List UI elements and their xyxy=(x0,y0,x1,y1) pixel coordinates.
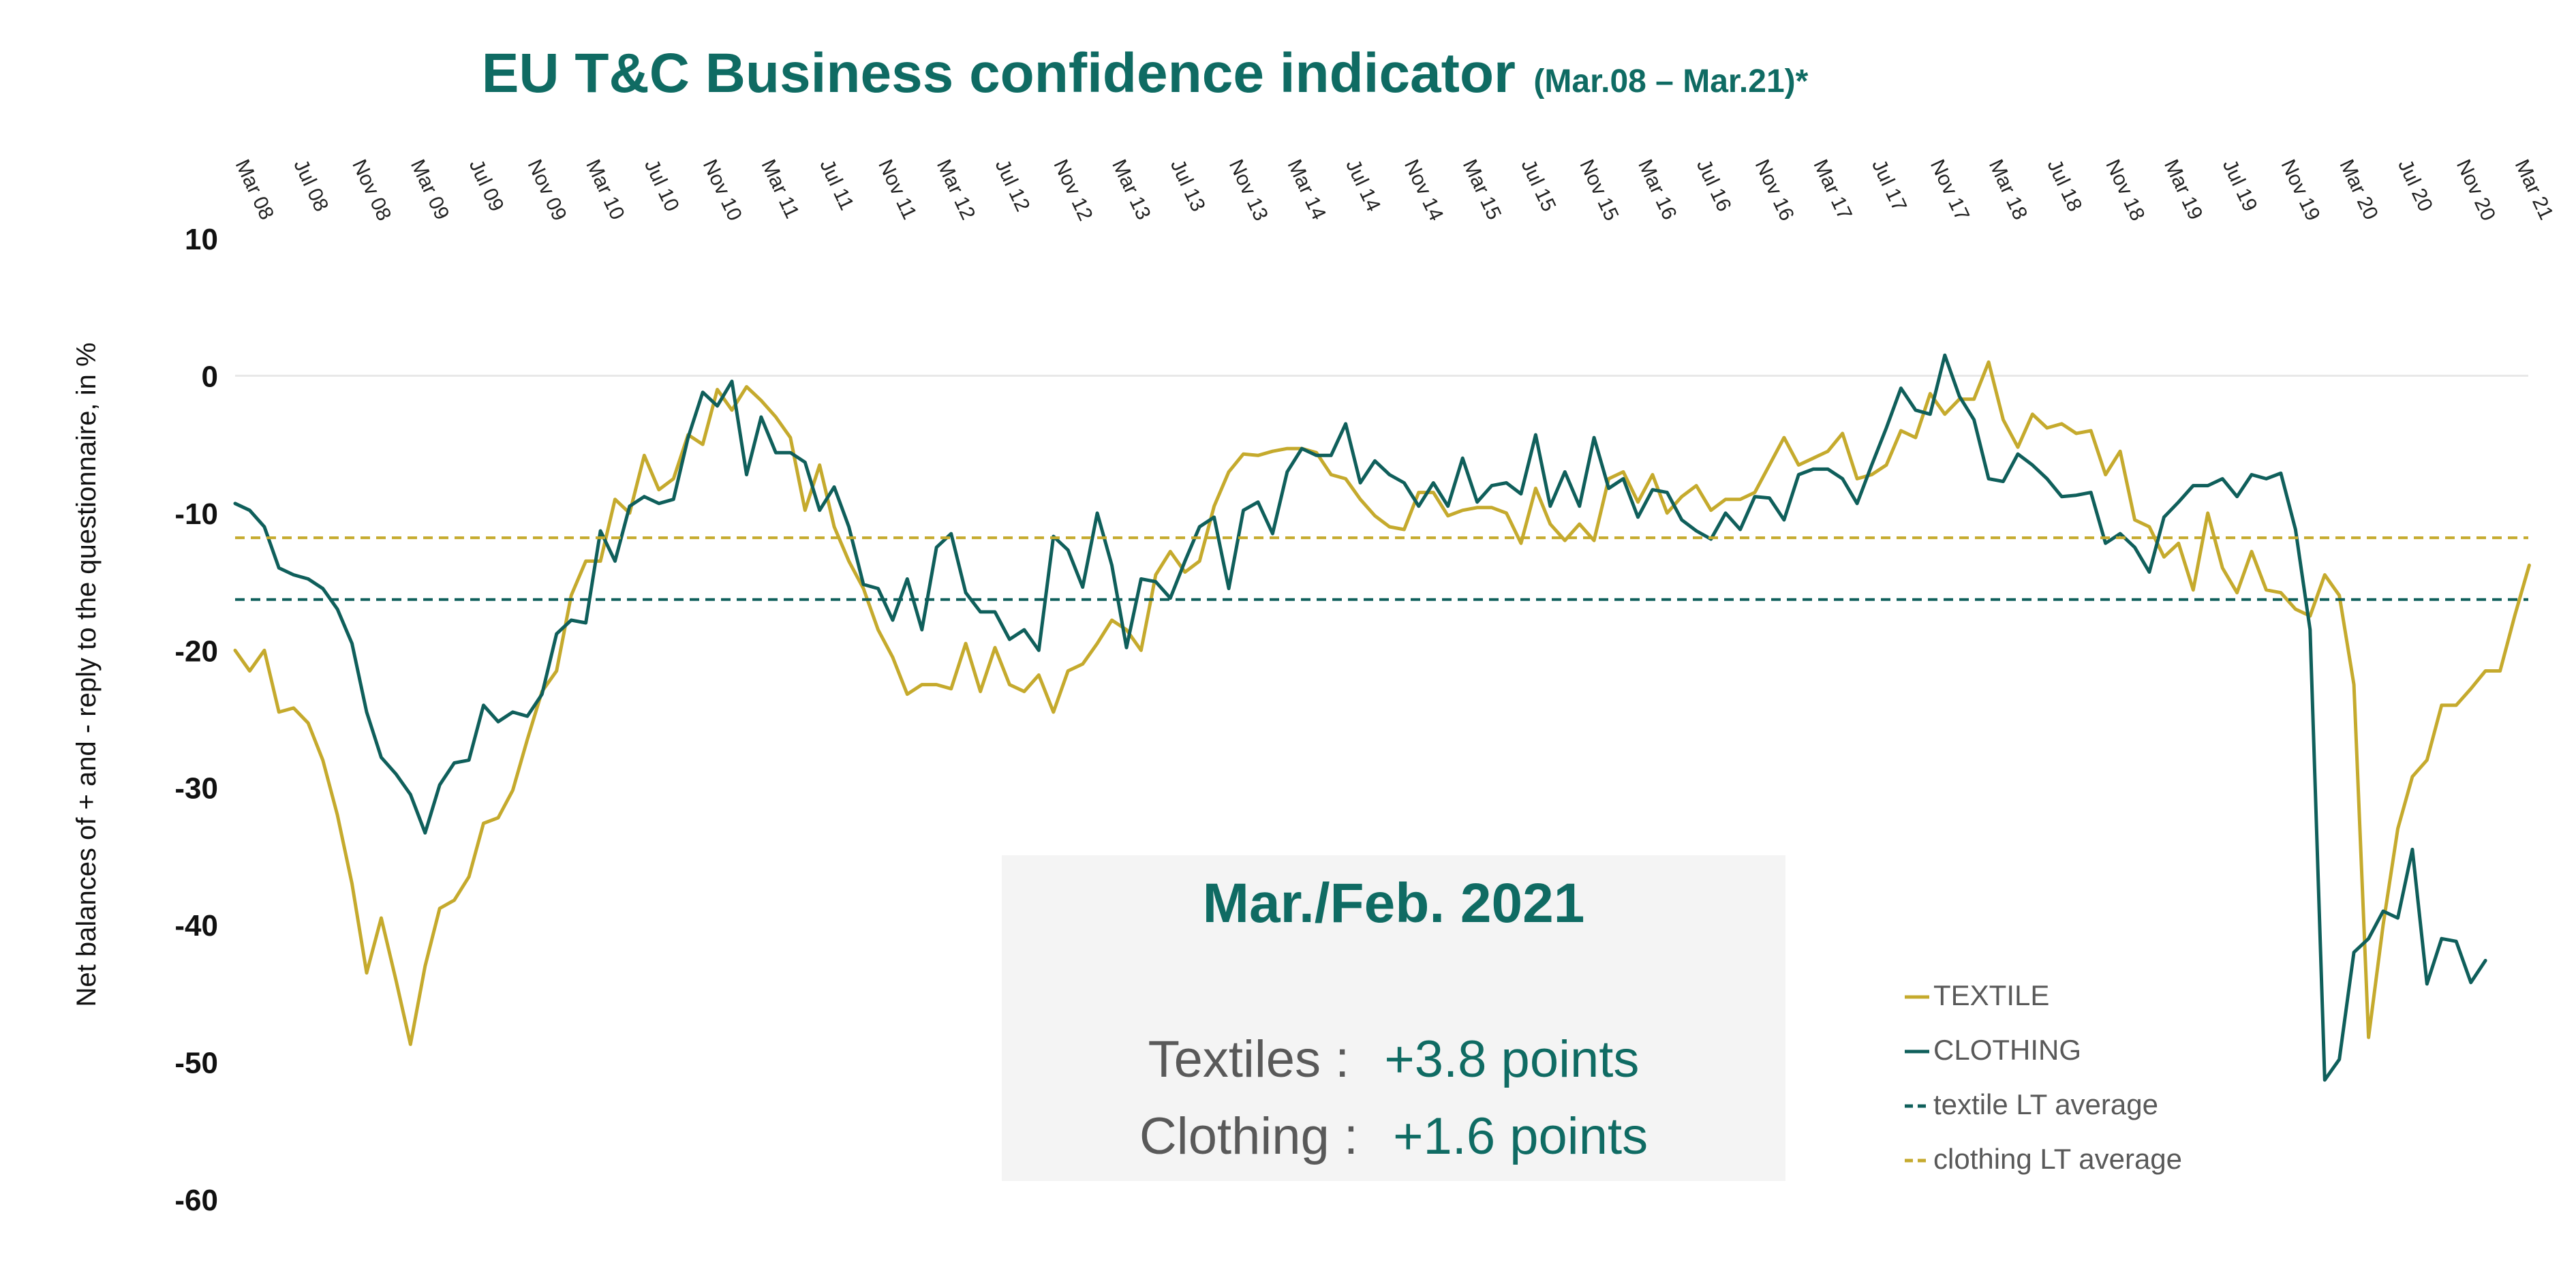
x-tick-label: Mar 09 xyxy=(406,156,453,224)
annotation-row-textiles: Textiles : +3.8 points xyxy=(1148,1030,1640,1088)
x-tick-label: Mar 10 xyxy=(581,156,628,224)
y-axis-label: Net balances of + and - reply to the que… xyxy=(72,342,102,1007)
x-tick-label: Mar 19 xyxy=(2160,156,2207,224)
x-tick-label: Nov 14 xyxy=(1400,156,1447,224)
x-tick-label: Jul 12 xyxy=(991,156,1034,215)
annotation-row-clothing: Clothing : +1.6 points xyxy=(1139,1107,1648,1165)
x-tick-label: Mar 20 xyxy=(2335,156,2382,224)
legend-label: clothing LT average xyxy=(1933,1143,2182,1175)
x-tick-label: Nov 13 xyxy=(1225,156,1272,224)
x-tick-label: Mar 14 xyxy=(1283,156,1330,224)
x-tick-label: Nov 20 xyxy=(2452,156,2500,224)
legend-label: textile LT average xyxy=(1933,1088,2158,1120)
series-line-textile xyxy=(233,360,2531,1046)
y-tick-label: -60 xyxy=(174,1184,218,1217)
x-tick-label: Nov 18 xyxy=(2101,156,2149,224)
x-axis-tick-labels: Mar 08 Jul 08 Nov 08 Mar 09 Jul 09 Nov 09 Mar … xyxy=(231,156,2558,224)
x-tick-label: Jul 15 xyxy=(1517,156,1561,215)
annotation-textiles-label: Textiles : xyxy=(1148,1030,1350,1088)
x-tick-label: Nov 17 xyxy=(1926,156,1974,224)
y-tick-label: 0 xyxy=(202,360,218,393)
chart-title-group: EU T&C Business confidence indicator (Ma… xyxy=(482,42,1809,104)
x-tick-label: Mar 16 xyxy=(1634,156,1681,224)
annotation-box: Mar./Feb. 2021 Textiles : +3.8 points Cl… xyxy=(1002,855,1785,1181)
x-tick-label: Mar 15 xyxy=(1458,156,1505,224)
annotation-clothing-label: Clothing : xyxy=(1139,1107,1358,1165)
y-tick-label: -20 xyxy=(174,634,218,668)
x-tick-label: Mar 18 xyxy=(1984,156,2031,224)
series-layer xyxy=(233,353,2531,1082)
legend: TEXTILE CLOTHING textile LT average clothin… xyxy=(1905,979,2182,1175)
x-tick-label: Jul 09 xyxy=(465,156,508,215)
x-tick-label: Mar 17 xyxy=(1809,156,1856,224)
x-tick-label: Jul 10 xyxy=(640,156,684,215)
x-tick-label: Nov 08 xyxy=(348,156,395,224)
legend-label: TEXTILE xyxy=(1933,979,2049,1011)
x-tick-label: Nov 09 xyxy=(523,156,571,224)
x-tick-label: Nov 16 xyxy=(1751,156,1798,224)
x-tick-label: Jul 13 xyxy=(1166,156,1210,215)
x-tick-label: Nov 12 xyxy=(1049,156,1097,224)
y-tick-label: -30 xyxy=(174,772,218,806)
legend-label: CLOTHING xyxy=(1933,1034,2081,1066)
x-tick-label: Nov 19 xyxy=(2277,156,2325,224)
x-tick-label: Mar 12 xyxy=(932,156,979,224)
x-tick-label: Jul 18 xyxy=(2043,156,2087,215)
x-tick-label: Jul 20 xyxy=(2393,156,2437,215)
y-tick-label: -10 xyxy=(174,497,218,531)
y-tick-label: -50 xyxy=(174,1047,218,1080)
x-tick-label: Jul 11 xyxy=(815,156,858,213)
annotation-background xyxy=(1002,855,1785,1181)
chart-subtitle: (Mar.08 – Mar.21)* xyxy=(1533,63,1808,99)
y-axis-tick-labels: 10 0 -10 -20 -30 -40 -50 -60 xyxy=(174,223,218,1217)
x-tick-label: Nov 15 xyxy=(1575,156,1623,224)
chart-title: EU T&C Business confidence indicator xyxy=(482,42,1516,104)
x-tick-label: Jul 08 xyxy=(289,156,333,215)
x-tick-label: Nov 10 xyxy=(699,156,746,224)
annotation-textiles-value: +3.8 points xyxy=(1384,1030,1639,1088)
x-tick-label: Jul 17 xyxy=(1867,156,1911,215)
x-tick-label: Nov 11 xyxy=(874,156,921,223)
y-tick-label: -40 xyxy=(174,909,218,942)
x-tick-label: Jul 19 xyxy=(2218,156,2262,215)
x-tick-label: Mar 13 xyxy=(1107,156,1154,224)
annotation-heading: Mar./Feb. 2021 xyxy=(1203,872,1585,934)
x-tick-label: Mar 21 xyxy=(2511,156,2558,224)
x-tick-label: Jul 16 xyxy=(1692,156,1736,215)
x-tick-label: Jul 14 xyxy=(1341,156,1385,215)
series-line-clothing xyxy=(233,353,2487,1082)
x-tick-label: Mar 11 xyxy=(757,156,803,222)
y-tick-label: 10 xyxy=(185,223,218,256)
x-tick-label: Mar 08 xyxy=(231,156,278,224)
annotation-clothing-value: +1.6 points xyxy=(1393,1107,1648,1165)
